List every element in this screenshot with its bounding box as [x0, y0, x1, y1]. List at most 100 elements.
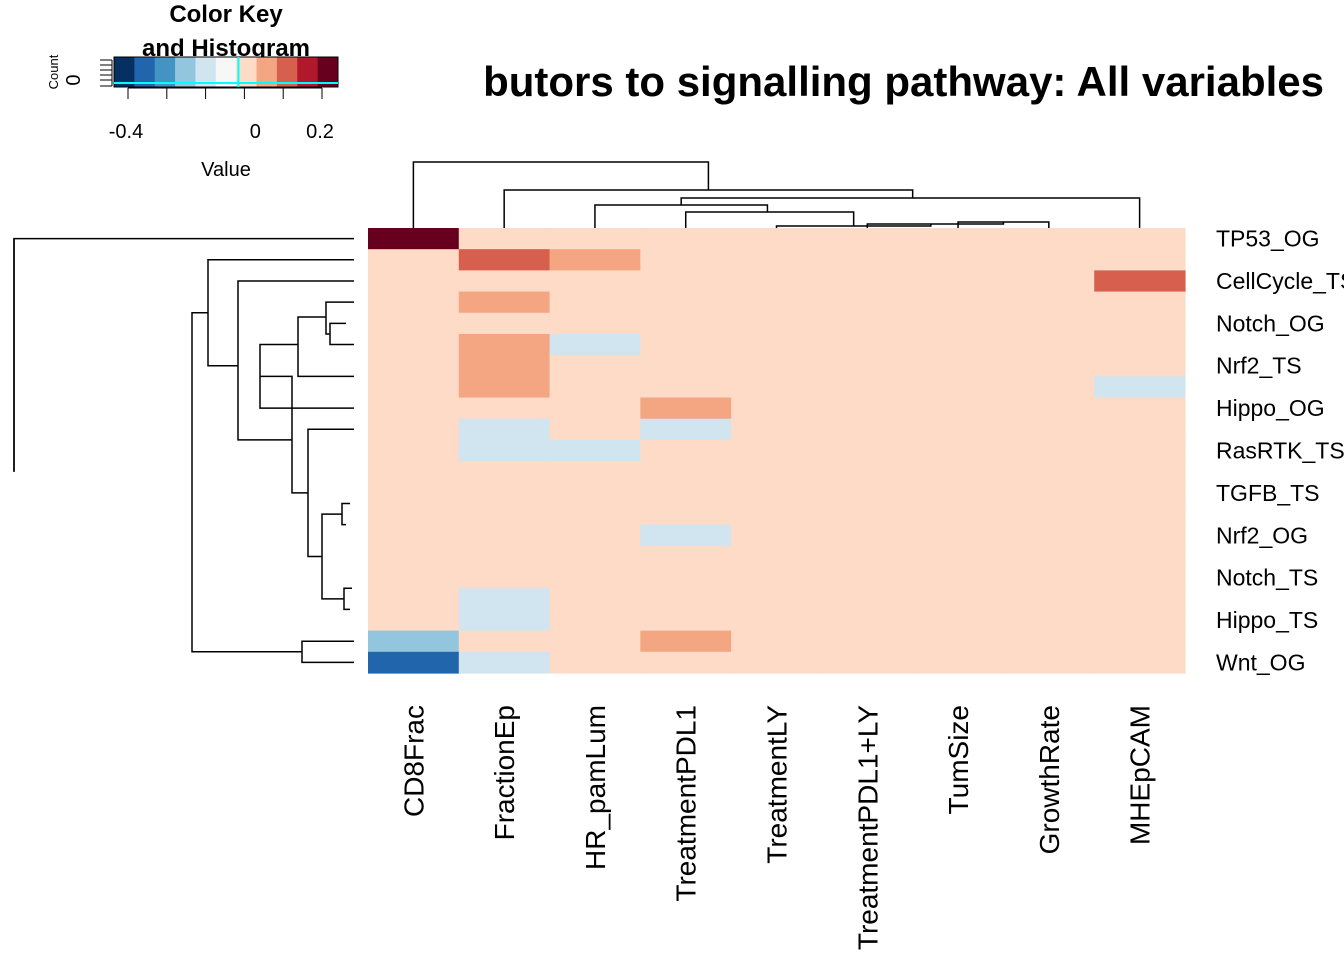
heatmap-cell — [549, 228, 641, 250]
heatmap-cell — [821, 249, 914, 271]
heatmap-cell — [821, 439, 914, 462]
heatmap-cell — [731, 630, 823, 653]
heatmap-cell — [640, 482, 732, 505]
column-dendrogram-branch — [866, 222, 1005, 228]
heatmap-cell — [368, 567, 460, 589]
color-key-swatch — [236, 57, 258, 87]
heatmap-cell — [912, 418, 1005, 441]
heatmap-cell — [640, 651, 732, 674]
heatmap-cell — [368, 228, 460, 250]
row-dendrogram-branch — [321, 513, 344, 600]
value-axis-tick-label: -0.4 — [109, 121, 143, 143]
heatmap-cell — [821, 270, 914, 293]
heatmap-cell — [1003, 461, 1095, 483]
heatmap-cell — [458, 333, 551, 356]
heatmap-cell — [368, 630, 460, 653]
column-label: TumSize — [943, 705, 974, 814]
heatmap-cell — [1094, 439, 1186, 462]
row-dendrogram-branch — [343, 587, 352, 611]
heatmap-cell — [368, 588, 460, 611]
heatmap-cell — [549, 588, 641, 611]
heatmap-cell — [549, 630, 641, 653]
heatmap-cell — [458, 439, 551, 462]
heatmap-cell — [912, 588, 1005, 611]
color-key-swatch — [154, 57, 176, 87]
heatmap-cell — [640, 461, 732, 483]
color-key-swatch — [297, 57, 319, 87]
heatmap-cell — [549, 312, 641, 335]
row-dendrogram-branch — [307, 428, 354, 558]
color-key-swatch — [276, 57, 298, 87]
column-label: TreatmentPDL1+LY — [852, 705, 883, 950]
heatmap-cell — [458, 630, 551, 653]
color-key-swatch — [195, 57, 217, 87]
heatmap-cell — [458, 609, 551, 632]
row-label: TP53_OG — [1216, 226, 1320, 252]
heatmap-cell — [821, 461, 914, 483]
row-dendrogram-branch — [329, 322, 354, 346]
row-dendrogram-branch — [301, 640, 354, 664]
column-dendrogram-branch — [684, 211, 855, 228]
heatmap-cell — [549, 249, 641, 271]
heatmap-cell — [731, 270, 823, 293]
heatmap-cell — [640, 249, 732, 271]
heatmap-cell — [640, 588, 732, 611]
heatmap-cell — [821, 418, 914, 441]
row-dendrogram-branch — [13, 237, 354, 472]
heatmap-cell — [1094, 355, 1186, 377]
heatmap-cell — [458, 270, 551, 293]
heatmap-cell — [1003, 355, 1095, 377]
heatmap-cell — [549, 461, 641, 483]
heatmap-cell — [458, 355, 551, 377]
heatmap-cell — [368, 291, 460, 314]
heatmap-cell — [1094, 524, 1186, 547]
heatmap-cell — [640, 228, 732, 250]
heatmap-cell — [821, 228, 914, 250]
heatmap-cell — [912, 376, 1005, 399]
column-label: CD8Frac — [398, 705, 429, 817]
heatmap-cell — [368, 333, 460, 356]
heatmap-cell — [640, 418, 732, 441]
heatmap-cell — [368, 270, 460, 293]
heatmap-cell — [1094, 567, 1186, 589]
heatmap-cell — [1094, 397, 1186, 420]
heatmap-cell — [912, 270, 1005, 293]
row-dendrogram-branch — [207, 259, 354, 367]
heatmap-cell — [1003, 291, 1095, 314]
heatmap-cell — [1094, 270, 1186, 293]
heatmap-cell — [458, 482, 551, 505]
heatmap-cell — [1094, 376, 1186, 399]
heatmap-cell — [549, 651, 641, 674]
heatmap-cell — [1003, 567, 1095, 589]
heatmap-cell — [458, 249, 551, 271]
color-key-swatch — [215, 57, 237, 87]
row-dendrogram-branch — [297, 316, 354, 378]
heatmap-cell — [821, 397, 914, 420]
row-dendrogram-branch — [191, 312, 302, 653]
heatmap-cell — [912, 482, 1005, 505]
row-label: Hippo_TS — [1216, 607, 1318, 633]
heatmap-cell — [1094, 461, 1186, 483]
row-dendrogram-branch — [325, 301, 354, 335]
heatmap-cell — [1003, 418, 1095, 441]
heatmap-cell — [458, 312, 551, 335]
column-label: TreatmentPDL1 — [671, 705, 702, 902]
heatmap-cell — [368, 461, 460, 483]
heatmap-cell — [821, 376, 914, 399]
heatmap-cell — [1003, 545, 1095, 568]
color-key-value-label: Value — [201, 159, 251, 181]
heatmap-cell — [821, 312, 914, 335]
heatmap-cell — [640, 439, 732, 462]
heatmap-cell — [549, 524, 641, 547]
heatmap-cell — [1094, 651, 1186, 674]
heatmap-cell — [731, 376, 823, 399]
heatmap-cell — [1094, 312, 1186, 335]
heatmap-cell — [731, 524, 823, 547]
heatmap-cell — [912, 291, 1005, 314]
heatmap-cell — [549, 567, 641, 589]
heatmap-cell — [1003, 333, 1095, 356]
column-label: GrowthRate — [1034, 705, 1065, 854]
heatmap-cell — [368, 376, 460, 399]
heatmap-cell — [368, 545, 460, 568]
